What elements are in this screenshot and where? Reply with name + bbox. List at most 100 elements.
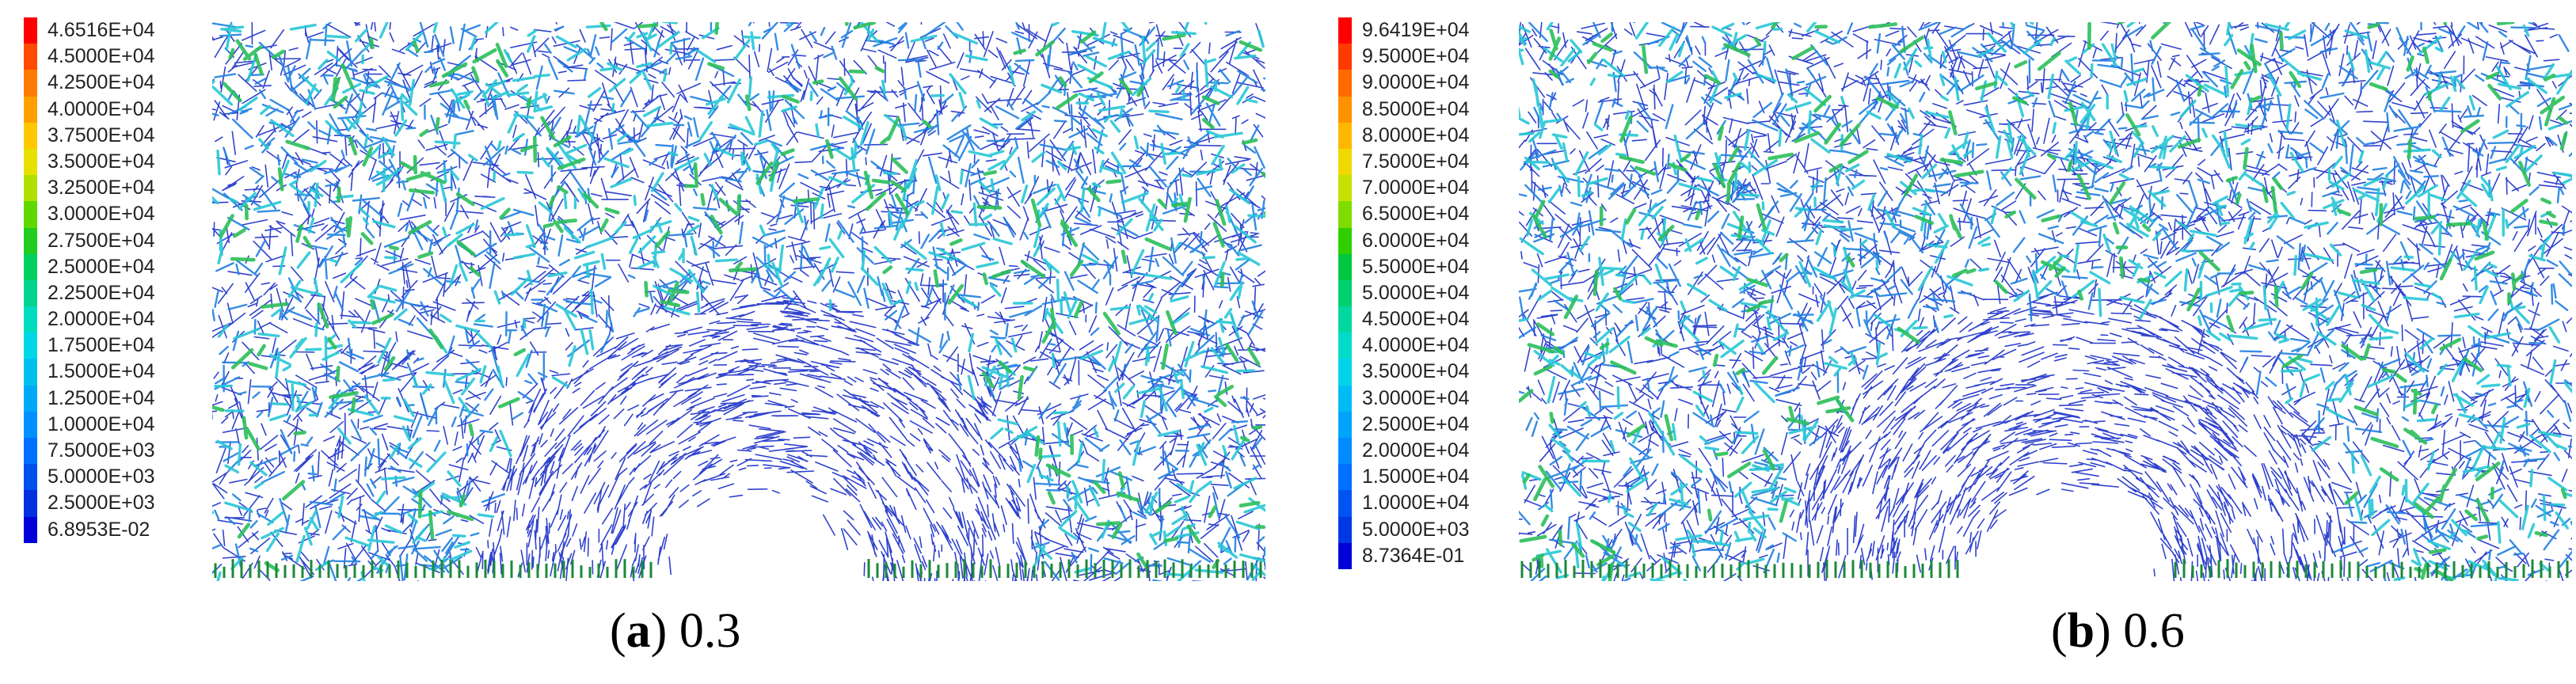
legend-swatch xyxy=(24,464,37,491)
force-chain-layer-green xyxy=(1519,22,2568,581)
legend-label: 4.6516E+04 xyxy=(48,19,155,41)
force-chain-layer-mid xyxy=(1519,22,2572,581)
legend-swatch xyxy=(24,490,37,517)
legend-label: 1.7500E+04 xyxy=(48,334,155,357)
legend-swatch xyxy=(1338,122,1352,149)
bottom-boundary xyxy=(1520,559,2569,578)
legend-swatch xyxy=(1338,44,1352,70)
bottom-boundary xyxy=(214,559,1262,578)
legend-swatch xyxy=(24,17,37,44)
legend-swatch xyxy=(1338,490,1352,517)
legend-label: 9.6419E+04 xyxy=(1362,19,1470,41)
legend-label: 5.0000E+03 xyxy=(48,466,155,488)
legend-label: 4.5000E+04 xyxy=(1362,308,1470,331)
legend-swatch xyxy=(24,175,37,202)
force-chain-network xyxy=(1519,22,2572,581)
legend-label: 8.7364E-01 xyxy=(1362,544,1465,567)
panel-a: 4.6516E+04 4.5000E+04 4.2500E+04 4.0000E+04… xyxy=(0,0,1267,684)
legend-label: 1.5000E+04 xyxy=(48,360,155,383)
legend-swatch xyxy=(24,332,37,359)
legend-swatch xyxy=(1338,359,1352,386)
legend-swatch xyxy=(24,306,37,333)
legend-label: 4.5000E+04 xyxy=(48,45,155,68)
legend-label: 9.0000E+04 xyxy=(1362,71,1470,94)
legend-label: 1.5000E+04 xyxy=(1362,466,1470,488)
caption-letter: a xyxy=(626,604,651,658)
legend-label: 2.0000E+04 xyxy=(1362,439,1470,462)
panel-caption: (a) 0.3 xyxy=(610,603,740,659)
legend-swatch xyxy=(24,279,37,307)
legend-label: 8.0000E+04 xyxy=(1362,124,1470,146)
legend-label: 7.5000E+04 xyxy=(1362,150,1470,173)
legend-swatch xyxy=(1338,227,1352,254)
legend-swatch xyxy=(1338,253,1352,280)
legend-swatch xyxy=(1338,516,1352,543)
force-chain-plot xyxy=(1519,22,2572,581)
legend-swatch xyxy=(24,438,37,465)
legend-swatch xyxy=(24,385,37,412)
legend-swatch xyxy=(24,516,37,543)
legend-label: 3.5000E+04 xyxy=(48,150,155,173)
caption-value: 0.3 xyxy=(679,604,741,658)
legend-label: 3.5000E+04 xyxy=(1362,360,1470,383)
force-chain-layer-light xyxy=(212,22,1265,581)
force-chain-layer-light xyxy=(1519,22,2572,581)
legend-label: 1.0000E+04 xyxy=(48,412,155,435)
caption-letter: b xyxy=(2067,604,2095,658)
legend-label: 7.5000E+03 xyxy=(48,439,155,462)
legend-label: 6.0000E+04 xyxy=(1362,229,1470,252)
legend-swatch xyxy=(1338,175,1352,202)
caption-paren-close: ) xyxy=(2095,604,2111,658)
legend-swatch xyxy=(24,411,37,438)
legend-label: 2.2500E+04 xyxy=(48,281,155,304)
legend-swatch xyxy=(1338,385,1352,412)
legend-swatch xyxy=(1338,542,1352,569)
legend-swatch xyxy=(24,148,37,176)
legend-swatch xyxy=(1338,411,1352,438)
legend-swatch xyxy=(1338,306,1352,333)
legend-swatch xyxy=(24,227,37,254)
legend-label: 5.0000E+04 xyxy=(1362,281,1470,304)
legend-label: 4.0000E+04 xyxy=(48,97,155,120)
legend-label: 3.0000E+04 xyxy=(1362,386,1470,409)
panel-b: 9.6419E+04 9.5000E+04 9.0000E+04 8.5000E+04… xyxy=(1315,0,2576,684)
legend-swatch xyxy=(1338,438,1352,465)
caption-paren-open: ( xyxy=(2051,604,2068,658)
legend-label: 2.5000E+03 xyxy=(48,492,155,515)
legend-swatch xyxy=(24,122,37,149)
legend-swatch xyxy=(1338,70,1352,97)
caption-paren-open: ( xyxy=(610,604,626,658)
legend-label: 2.5000E+04 xyxy=(48,255,155,278)
legend-label: 2.7500E+04 xyxy=(48,229,155,252)
caption-paren-close: ) xyxy=(650,604,668,658)
legend-label: 3.7500E+04 xyxy=(48,124,155,146)
legend-swatch xyxy=(24,359,37,386)
legend-swatch xyxy=(1338,148,1352,176)
legend-swatch xyxy=(24,44,37,70)
legend-swatch xyxy=(24,253,37,280)
legend-label: 5.5000E+04 xyxy=(1362,255,1470,278)
legend-swatch xyxy=(1338,464,1352,491)
legend-swatch xyxy=(24,96,37,123)
legend-swatch xyxy=(24,70,37,97)
legend-swatch xyxy=(1338,96,1352,123)
legend-swatch xyxy=(24,201,37,228)
force-chain-layer-green xyxy=(212,22,1265,572)
legend-label: 3.2500E+04 xyxy=(48,177,155,200)
legend-label: 1.2500E+04 xyxy=(48,386,155,409)
force-chain-plot xyxy=(212,22,1265,581)
legend-label: 1.0000E+04 xyxy=(1362,492,1470,515)
legend-swatch xyxy=(1338,201,1352,228)
panel-caption: (b) 0.6 xyxy=(2051,603,2185,659)
legend-label: 2.5000E+04 xyxy=(1362,412,1470,435)
legend-label: 6.8953E-02 xyxy=(48,518,150,541)
legend-label: 5.0000E+03 xyxy=(1362,518,1470,541)
legend-label: 6.5000E+04 xyxy=(1362,203,1470,226)
force-chain-layer-dark xyxy=(1519,22,2572,581)
legend-label: 2.0000E+04 xyxy=(48,308,155,331)
legend-label: 4.2500E+04 xyxy=(48,71,155,94)
force-chain-network xyxy=(212,22,1265,581)
legend-label: 7.0000E+04 xyxy=(1362,177,1470,200)
legend-swatch xyxy=(1338,279,1352,307)
legend-swatch xyxy=(1338,332,1352,359)
